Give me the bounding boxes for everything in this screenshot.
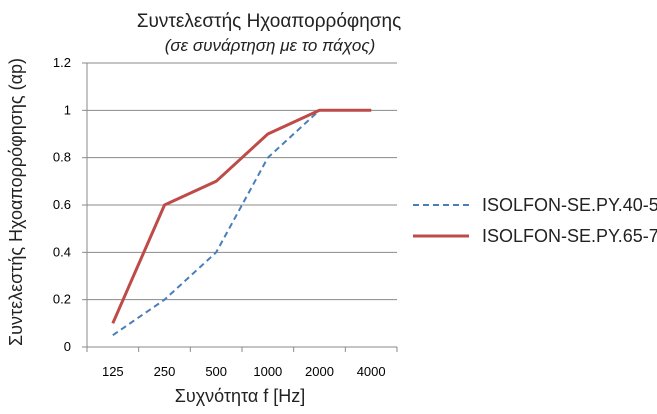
y-tick-label: 1 bbox=[64, 102, 71, 117]
x-tick-label: 4000 bbox=[357, 364, 386, 379]
series-line-2 bbox=[111, 108, 372, 324]
y-axis-label: Συντελεστής Ηχοαπορρόφησης (αp) bbox=[6, 58, 26, 346]
gridlines bbox=[87, 62, 397, 301]
x-tick-label: 1000 bbox=[253, 364, 282, 379]
x-tick-label: 125 bbox=[102, 364, 124, 379]
legend: ISOLFON-SE.PY.40-50 ISOLFON-SE.PY.65-70 bbox=[413, 195, 657, 246]
series-lines bbox=[111, 108, 372, 337]
y-tick-label: 0.2 bbox=[53, 292, 71, 307]
x-tick-labels: 125 250 500 1000 2000 4000 bbox=[102, 364, 386, 379]
y-tick-label: 1.2 bbox=[53, 55, 71, 70]
y-tick-label: 0.6 bbox=[53, 197, 71, 212]
y-tick-labels: 0 0.2 0.4 0.6 0.8 1 1.2 bbox=[53, 55, 71, 354]
axes bbox=[82, 62, 398, 352]
legend-label-1: ISOLFON-SE.PY.40-50 bbox=[482, 195, 657, 215]
legend-label-2: ISOLFON-SE.PY.65-70 bbox=[482, 226, 657, 246]
chart-subtitle: (σε συνάρτηση με το πάχος) bbox=[165, 36, 376, 55]
x-axis-label: Συχνότητα f [Hz] bbox=[175, 386, 306, 406]
y-tick-label: 0.4 bbox=[53, 244, 71, 259]
x-tick-label: 500 bbox=[205, 364, 227, 379]
x-tick-label: 2000 bbox=[305, 364, 334, 379]
y-tick-label: 0.8 bbox=[53, 150, 71, 165]
chart-title: Συντελεστής Ηχοαπορρόφησης bbox=[137, 11, 401, 32]
x-tick-label: 250 bbox=[154, 364, 176, 379]
y-tick-label: 0 bbox=[64, 339, 71, 354]
series-line-1 bbox=[112, 109, 372, 337]
